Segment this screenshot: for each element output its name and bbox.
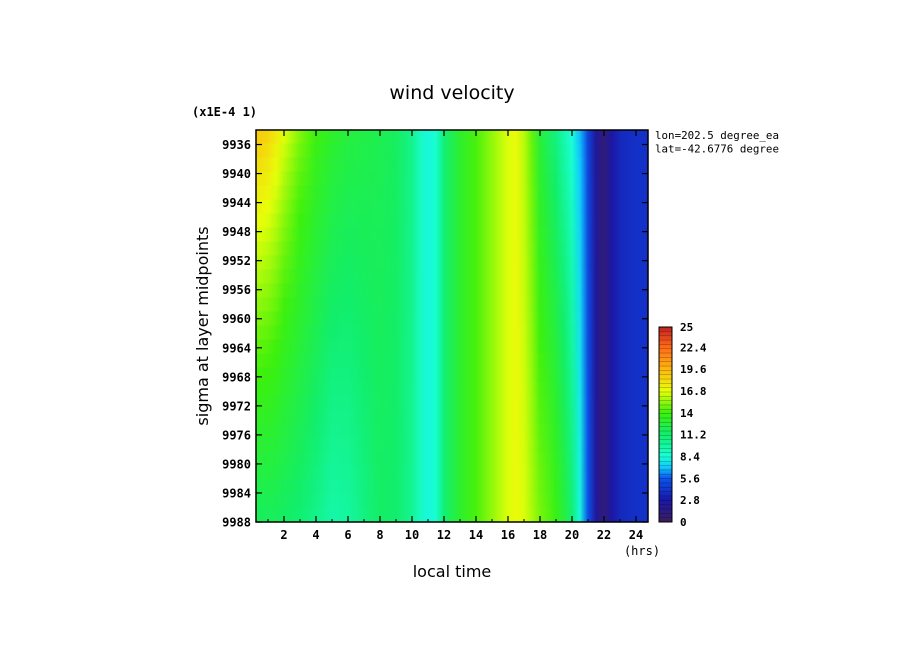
heatmap-row (256, 241, 648, 257)
info-line: lon=202.5 degree_ea (655, 129, 779, 142)
heatmap-row (256, 367, 648, 383)
heatmap-row (256, 130, 648, 145)
heatmap-row (256, 269, 648, 285)
x-tick-label: 18 (533, 528, 547, 542)
x-tick-label: 4 (312, 528, 319, 542)
heatmap-row (256, 479, 648, 495)
y-tick-label: 9944 (222, 196, 251, 210)
y-tick-label: 9968 (222, 370, 251, 384)
heatmap-row (256, 451, 648, 467)
y-tick-label: 9988 (222, 516, 251, 530)
x-tick-label: 20 (565, 528, 579, 542)
heatmap-row (256, 311, 648, 327)
heatmap-row (256, 185, 648, 201)
heatmap-row (256, 283, 648, 299)
colorbar-tick-label: 19.6 (680, 363, 707, 376)
heatmap-row (256, 143, 648, 159)
y-scale-note: (x1E-4 1) (192, 105, 257, 119)
heatmap-row (256, 213, 648, 229)
heatmap-row (256, 493, 648, 509)
x-axis-title: local time (413, 562, 492, 581)
x-tick-label: 8 (376, 528, 383, 542)
heatmap-row (256, 297, 648, 313)
y-axis-title: sigma at layer midpoints (193, 226, 212, 425)
y-tick-label: 9936 (222, 138, 251, 152)
x-tick-label: 10 (405, 528, 419, 542)
heatmap-field (256, 130, 648, 522)
x-unit-label: (hrs) (624, 544, 660, 558)
heatmap-row (256, 255, 648, 271)
heatmap-row (256, 395, 648, 411)
x-tick-label: 16 (501, 528, 515, 542)
y-tick-label: 9984 (222, 486, 251, 500)
colorbar-tick-label: 2.8 (680, 494, 700, 507)
heatmap-row (256, 353, 648, 369)
heatmap-row (256, 171, 648, 187)
colorbar: 25 22.4 19.6 16.8 14 11.2 8.4 5.6 2.8 0 (658, 321, 707, 529)
heatmap-row (256, 339, 648, 355)
y-tick-label: 9960 (222, 312, 251, 326)
plot-frame (255, 129, 649, 523)
heatmap-row (256, 199, 648, 215)
heatmap-row (256, 157, 648, 173)
colorbar-tick-label: 25 (680, 321, 693, 334)
colorbar-tick-label: 0 (680, 516, 687, 529)
heatmap-row (256, 409, 648, 425)
y-tick-label: 9972 (222, 399, 251, 413)
colorbar-tick-label: 16.8 (680, 385, 707, 398)
y-axis: 9936 9940 9944 9948 9952 9956 9960 9964 9968 9972… (222, 138, 648, 530)
heatmap-row (256, 437, 648, 453)
y-tick-label: 9980 (222, 457, 251, 471)
chart-title: wind velocity (389, 82, 514, 104)
x-tick-label: 2 (280, 528, 287, 542)
y-tick-label: 9948 (222, 225, 251, 239)
x-tick-label: 12 (437, 528, 451, 542)
x-tick-label: 6 (344, 528, 351, 542)
x-tick-label: 22 (597, 528, 611, 542)
colorbar-ramp (658, 326, 673, 523)
colorbar-tick-label: 8.4 (680, 450, 700, 463)
heatmap-row (256, 465, 648, 481)
colorbar-tick-label: 22.4 (680, 341, 707, 354)
x-tick-label: 24 (629, 528, 643, 542)
heatmap-row (256, 381, 648, 397)
colorbar-tick-label: 5.6 (680, 472, 700, 485)
heatmap-row (256, 325, 648, 341)
x-tick-label: 14 (469, 528, 483, 542)
heatmap-row (256, 227, 648, 243)
colorbar-tick-label: 11.2 (680, 429, 707, 442)
colorbar-tick-label: 14 (680, 407, 694, 420)
info-line: lat=-42.6776 degree (655, 143, 779, 156)
heatmap-row (256, 423, 648, 439)
y-tick-label: 9956 (222, 283, 251, 297)
y-tick-label: 9976 (222, 428, 251, 442)
heatmap-row (256, 507, 648, 522)
y-tick-label: 9940 (222, 167, 251, 181)
y-tick-label: 9952 (222, 254, 251, 268)
x-axis: 2 4 6 8 10 12 14 16 18 20 22 24 (267, 130, 643, 542)
y-tick-label: 9964 (222, 341, 251, 355)
